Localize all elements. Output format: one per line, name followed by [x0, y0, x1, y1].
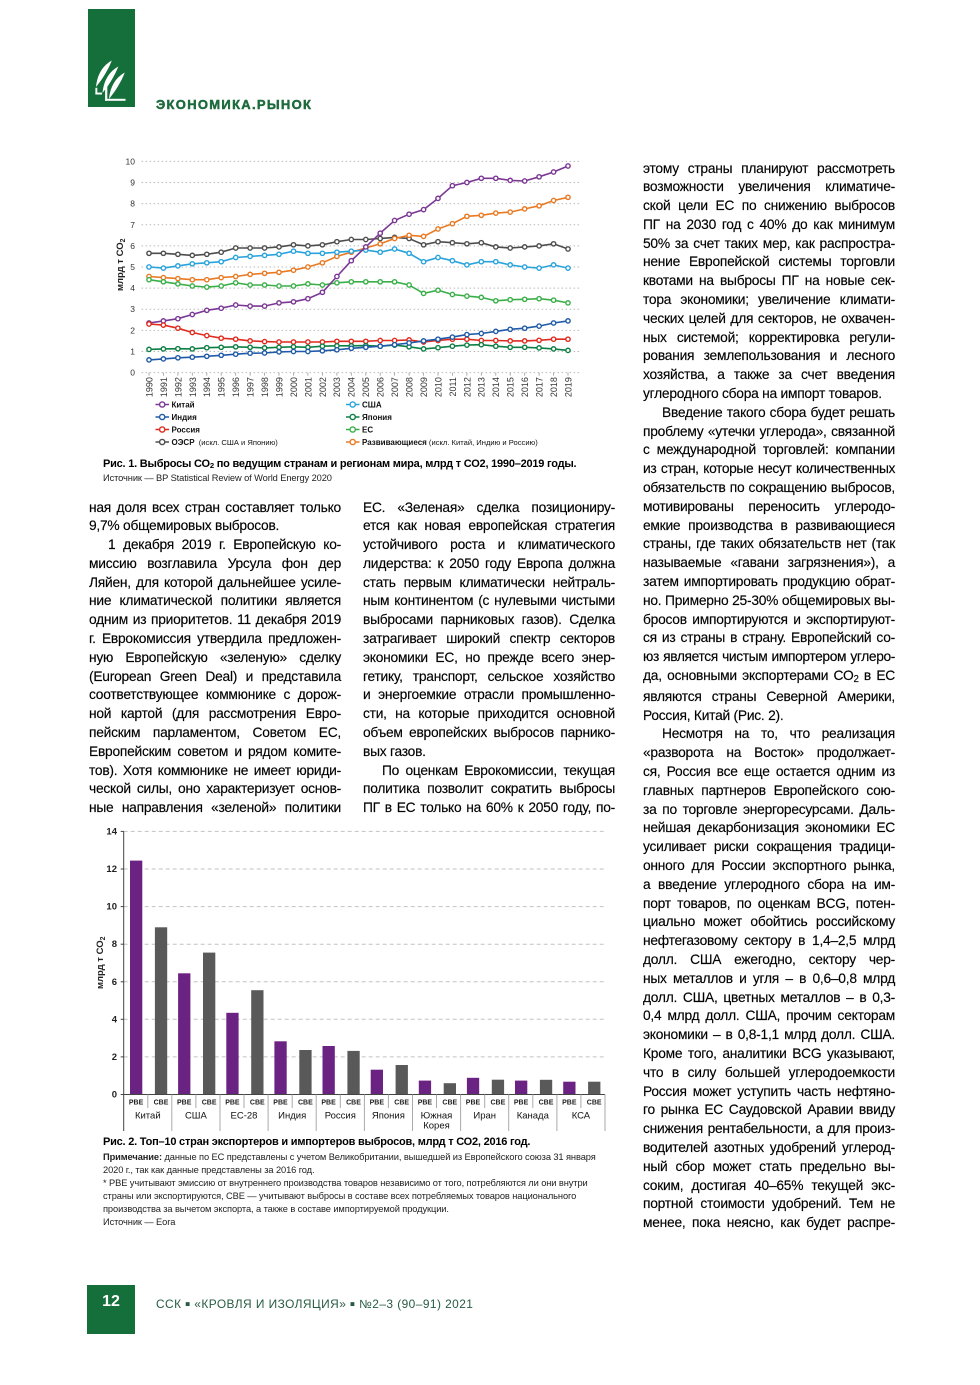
svg-text:1994: 1994: [202, 377, 212, 397]
svg-text:Корея: Корея: [423, 1121, 450, 1132]
svg-text:PBE: PBE: [273, 1100, 288, 1107]
svg-text:14: 14: [106, 826, 117, 837]
svg-text:CBE: CBE: [587, 1100, 602, 1107]
svg-text:PBE: PBE: [370, 1100, 385, 1107]
svg-text:Япония: Япония: [362, 413, 392, 422]
svg-text:7: 7: [130, 220, 135, 230]
svg-text:CBE: CBE: [298, 1100, 313, 1107]
svg-text:10: 10: [106, 902, 117, 913]
svg-text:CBE: CBE: [539, 1100, 554, 1107]
svg-text:3: 3: [130, 304, 135, 314]
svg-text:2007: 2007: [390, 377, 400, 397]
svg-text:Китай: Китай: [135, 1111, 161, 1122]
svg-text:PBE: PBE: [225, 1100, 240, 1107]
svg-text:0: 0: [130, 368, 135, 378]
svg-text:Россия: Россия: [172, 425, 201, 434]
svg-text:ЕС-28: ЕС-28: [231, 1111, 258, 1122]
svg-text:8: 8: [130, 199, 135, 209]
svg-text:CBE: CBE: [491, 1100, 506, 1107]
svg-text:4: 4: [130, 283, 135, 293]
svg-text:2017: 2017: [535, 377, 545, 397]
svg-text:2018: 2018: [549, 377, 559, 397]
svg-text:2003: 2003: [332, 377, 342, 397]
svg-text:2: 2: [112, 1052, 117, 1063]
svg-text:PBE: PBE: [418, 1100, 433, 1107]
svg-text:6: 6: [112, 977, 117, 988]
svg-text:2011: 2011: [448, 377, 458, 396]
svg-text:2: 2: [130, 325, 135, 335]
svg-text:PBE: PBE: [466, 1100, 481, 1107]
svg-text:Иран: Иран: [473, 1111, 496, 1122]
svg-text:2008: 2008: [405, 377, 415, 397]
svg-text:0: 0: [112, 1090, 117, 1101]
svg-text:4: 4: [112, 1014, 118, 1025]
svg-text:2006: 2006: [376, 377, 386, 397]
svg-text:1995: 1995: [217, 377, 227, 397]
svg-text:2002: 2002: [318, 377, 328, 397]
svg-text:PBE: PBE: [514, 1100, 529, 1107]
svg-text:CBE: CBE: [250, 1100, 265, 1107]
svg-text:1993: 1993: [188, 377, 198, 397]
svg-text:1999: 1999: [274, 377, 284, 397]
svg-text:США: США: [185, 1111, 208, 1122]
svg-text:1: 1: [130, 347, 135, 357]
svg-text:1990: 1990: [144, 377, 154, 397]
svg-text:млрд т СО2: млрд т СО2: [95, 936, 107, 989]
svg-text:CBE: CBE: [442, 1100, 457, 1107]
svg-text:Индия: Индия: [172, 413, 198, 422]
svg-text:2005: 2005: [361, 377, 371, 397]
svg-text:1992: 1992: [173, 377, 183, 397]
svg-text:КСА: КСА: [572, 1111, 591, 1122]
svg-text:2000: 2000: [289, 377, 299, 397]
svg-text:Россия: Россия: [325, 1111, 356, 1122]
svg-text:12: 12: [106, 864, 117, 875]
svg-text:2004: 2004: [347, 377, 357, 397]
svg-text:CBE: CBE: [202, 1100, 217, 1107]
svg-text:ОЭСР (искл. США и Японию): ОЭСР (искл. США и Японию): [172, 438, 279, 447]
svg-text:PBE: PBE: [321, 1100, 336, 1107]
svg-text:Индия: Индия: [278, 1111, 306, 1122]
svg-text:1996: 1996: [231, 377, 241, 397]
svg-text:8: 8: [112, 939, 117, 950]
svg-text:Развивающиеся (искл. Китай, Ин: Развивающиеся (искл. Китай, Индию и Росс…: [362, 438, 538, 447]
svg-text:2009: 2009: [419, 377, 429, 397]
svg-text:6: 6: [130, 241, 135, 251]
svg-text:1997: 1997: [246, 377, 256, 397]
svg-text:2013: 2013: [477, 377, 487, 397]
svg-text:Южная: Южная: [421, 1111, 453, 1122]
svg-text:2012: 2012: [462, 377, 472, 397]
svg-text:США: США: [362, 400, 382, 409]
svg-text:PBE: PBE: [177, 1100, 192, 1107]
svg-text:2010: 2010: [433, 377, 443, 397]
svg-text:CBE: CBE: [346, 1100, 361, 1107]
svg-text:Китай: Китай: [172, 400, 195, 409]
svg-text:2014: 2014: [491, 377, 501, 397]
svg-text:1991: 1991: [159, 377, 169, 397]
svg-text:2001: 2001: [303, 377, 313, 397]
svg-text:5: 5: [130, 262, 135, 272]
svg-text:CBE: CBE: [394, 1100, 409, 1107]
svg-text:2016: 2016: [520, 377, 530, 397]
svg-text:9: 9: [130, 178, 135, 188]
svg-text:2015: 2015: [506, 377, 516, 397]
svg-text:2019: 2019: [563, 377, 573, 397]
svg-text:Япония: Япония: [372, 1111, 405, 1122]
svg-text:10: 10: [126, 156, 136, 166]
svg-text:PBE: PBE: [562, 1100, 577, 1107]
svg-text:ЕС: ЕС: [362, 425, 373, 434]
svg-text:млрд т СО2: млрд т СО2: [115, 238, 127, 291]
svg-text:PBE: PBE: [129, 1100, 144, 1107]
svg-text:CBE: CBE: [154, 1100, 169, 1107]
svg-text:Канада: Канада: [517, 1111, 550, 1122]
svg-text:1998: 1998: [260, 377, 270, 397]
